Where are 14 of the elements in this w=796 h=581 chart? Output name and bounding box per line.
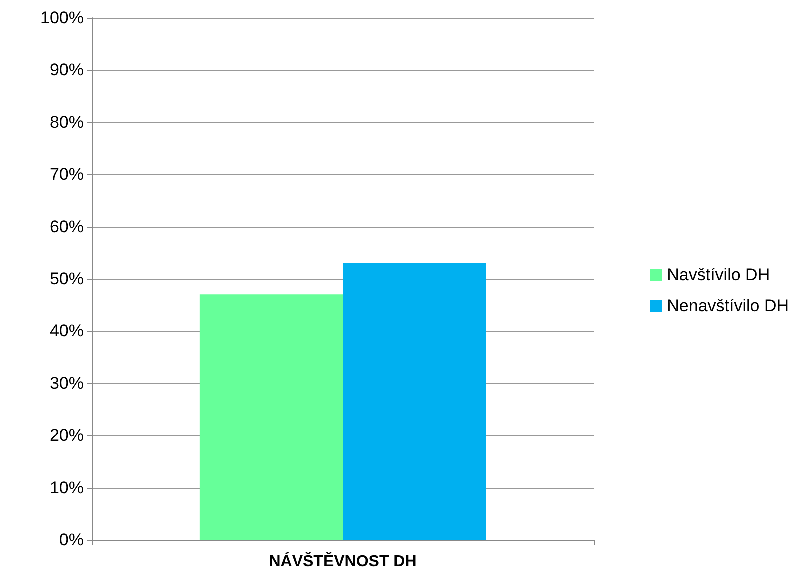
legend-label: Nenavštívilo DH bbox=[667, 296, 790, 316]
y-tick-label: 10% bbox=[50, 478, 84, 498]
y-tick-label: 50% bbox=[50, 270, 84, 288]
y-tick-label: 100% bbox=[40, 8, 84, 28]
legend-label: Navštívilo DH bbox=[667, 266, 770, 284]
y-tick-label: 80% bbox=[50, 112, 84, 132]
y-tick-label: 30% bbox=[50, 374, 84, 393]
y-tick-label: 60% bbox=[50, 217, 84, 236]
y-tick-label: 0% bbox=[59, 530, 84, 550]
y-tick-label: 40% bbox=[50, 322, 84, 341]
y-tick-label: 90% bbox=[50, 60, 84, 80]
y-tick-label: 70% bbox=[50, 165, 84, 184]
y-tick-label: 20% bbox=[50, 426, 84, 446]
x-tick-label: NÁVŠTĚVNOST DH bbox=[269, 552, 417, 570]
